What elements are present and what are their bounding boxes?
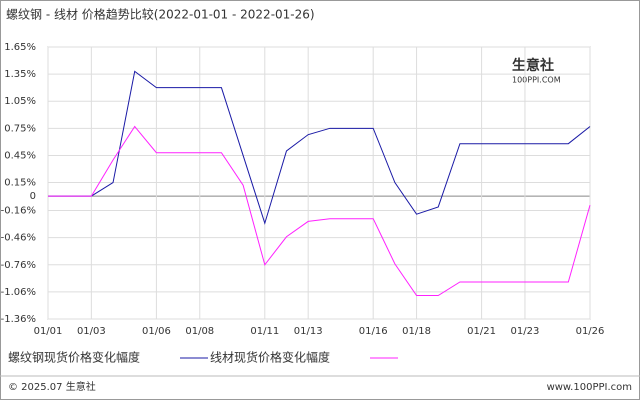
footer-left: © 2025.07 生意社 xyxy=(8,380,96,393)
y-tick-label: 0.75% xyxy=(4,123,36,134)
x-tick-label: 01/01 xyxy=(34,326,63,337)
x-tick-label: 01/08 xyxy=(185,326,214,337)
y-tick-label: 0 xyxy=(30,191,36,202)
footer-right: www.100PPI.com xyxy=(547,382,632,393)
chart-title: 螺纹钢 - 线材 价格趋势比较(2022-01-01 - 2022-01-26) xyxy=(6,7,315,22)
legend-label: 线材现货价格变化幅度 xyxy=(210,350,330,365)
y-tick-label: -1.06% xyxy=(1,287,36,298)
x-tick-label: 01/11 xyxy=(250,326,279,337)
series-line xyxy=(48,125,591,297)
y-tick-label: 0.45% xyxy=(4,150,36,161)
watermark: 100PPI.COM xyxy=(512,76,561,85)
y-tick-label: 1.35% xyxy=(4,69,36,80)
y-tick-label: -0.46% xyxy=(1,233,36,244)
x-tick-label: 01/03 xyxy=(77,326,106,337)
y-tick-label: -1.36% xyxy=(1,314,36,325)
y-tick-label: 0.15% xyxy=(4,178,36,189)
x-tick-label: 01/26 xyxy=(576,326,605,337)
watermark: 生意社 xyxy=(512,57,554,74)
x-tick-label: 01/16 xyxy=(359,326,388,337)
x-tick-label: 01/21 xyxy=(467,326,496,337)
x-tick-label: 01/18 xyxy=(402,326,431,337)
y-tick-label: -0.76% xyxy=(1,260,36,271)
y-tick-label: 1.65% xyxy=(4,42,36,53)
x-tick-label: 01/23 xyxy=(511,326,540,337)
x-tick-label: 01/13 xyxy=(294,326,323,337)
y-tick-label: -0.16% xyxy=(1,206,36,217)
x-tick-label: 01/06 xyxy=(142,326,171,337)
legend-label: 螺纹钢现货价格变化幅度 xyxy=(8,350,140,365)
series-line xyxy=(48,70,591,225)
y-tick-label: 1.05% xyxy=(4,96,36,107)
